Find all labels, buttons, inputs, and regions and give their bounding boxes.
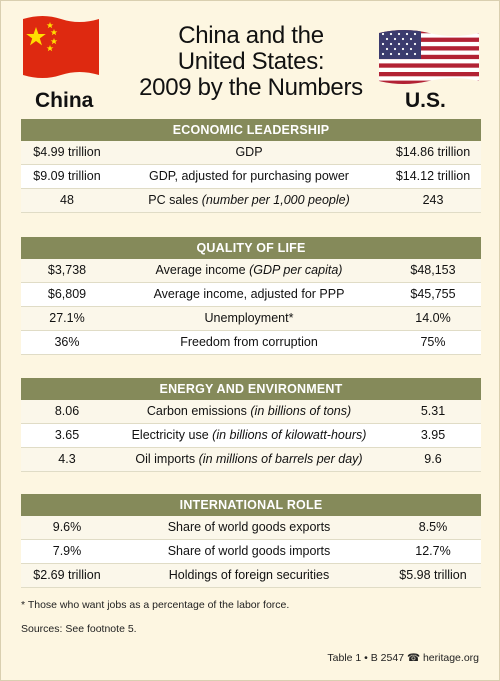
us-value: 8.5% [418,520,448,534]
section-header: ECONOMIC LEADERSHIP [21,119,481,141]
us-value: 14.0% [415,311,451,325]
metric-name: Unemployment* [204,311,294,325]
china-value: 9.6% [52,520,82,534]
us-value: $5.98 trillion [399,568,467,582]
china-value: 8.06 [54,404,80,418]
row-label: Electricity use (in billions of kilowatt… [113,424,385,447]
section-header: INTERNATIONAL ROLE [21,494,481,516]
china-value: 3.65 [54,428,80,442]
china-column-label: China [35,89,94,112]
table-row: 8.06 Carbon emissions (in billions of to… [21,400,481,424]
us-value: $48,153 [410,263,456,277]
china-value: 4.3 [58,452,76,466]
section-economic-leadership: ECONOMIC LEADERSHIP $4.99 trillion GDP $… [21,119,481,213]
table-row: 7.9% Share of world goods imports 12.7% [21,540,481,564]
metric-note: (in millions of barrels per day) [198,452,363,466]
row-label: Share of world goods exports [113,516,385,539]
us-value: 75% [420,335,446,349]
section-quality-of-life: QUALITY OF LIFE $3,738 Average income (G… [21,237,481,355]
china-value: $4.99 trillion [33,145,101,159]
metric-name: GDP [235,145,263,159]
row-label: Carbon emissions (in billions of tons) [113,400,385,423]
table-row: $9.09 trillion GDP, adjusted for purchas… [21,165,481,189]
metric-note: (GDP per capita) [249,263,343,277]
china-value: 27.1% [49,311,85,325]
title-line: 2009 by the Numbers [139,74,363,101]
metric-name: Holdings of foreign securities [168,568,330,582]
us-column-label: U.S. [405,89,446,112]
header: China and the United States: 2009 by the… [1,1,500,119]
title-line: United States: [177,48,325,75]
row-label: Unemployment* [113,307,385,330]
us-value: 12.7% [415,544,451,558]
section-energy-and-environment: ENERGY AND ENVIRONMENT 8.06 Carbon emiss… [21,378,481,472]
us-value: $14.86 trillion [395,145,471,159]
row-label: Freedom from corruption [113,331,385,354]
us-flag-icon [379,30,479,84]
us-value: 5.31 [420,404,446,418]
row-label: Average income, adjusted for PPP [113,283,385,306]
china-value: 36% [54,335,80,349]
metric-name: PC sales [148,193,199,207]
table-row: 3.65 Electricity use (in billions of kil… [21,424,481,448]
footnote: * Those who want jobs as a percentage of… [21,599,290,611]
table-credit: Table 1 • B 2547 ☎ heritage.org [327,652,479,664]
row-label: Average income (GDP per capita) [113,259,385,282]
china-value: 48 [60,193,74,207]
table-row: 9.6% Share of world goods exports 8.5% [21,516,481,540]
table-row: 27.1% Unemployment* 14.0% [21,307,481,331]
metric-note: (in billions of tons) [250,404,352,418]
us-value: 243 [422,193,444,207]
row-label: PC sales (number per 1,000 people) [113,189,385,212]
table-row: 36% Freedom from corruption 75% [21,331,481,355]
row-label: GDP [113,141,385,164]
us-value: $14.12 trillion [395,169,471,183]
section-international-role: INTERNATIONAL ROLE 9.6% Share of world g… [21,494,481,588]
row-label: Holdings of foreign securities [113,564,385,587]
sources-note: Sources: See footnote 5. [21,623,137,635]
table-row: 4.3 Oil imports (in millions of barrels … [21,448,481,472]
row-label: GDP, adjusted for purchasing power [113,165,385,188]
table-row: $2.69 trillion Holdings of foreign secur… [21,564,481,588]
table-row: $4.99 trillion GDP $14.86 trillion [21,141,481,165]
metric-name: Oil imports [135,452,196,466]
metric-name: Electricity use [131,428,209,442]
page-title: China and the United States: 2009 by the… [111,23,391,101]
china-value: $9.09 trillion [33,169,101,183]
metric-name: Freedom from corruption [180,335,318,349]
metric-name: Average income [155,263,246,277]
metric-name: Share of world goods imports [167,544,331,558]
row-label: Oil imports (in millions of barrels per … [113,448,385,471]
metric-name: Share of world goods exports [167,520,331,534]
us-value: 9.6 [424,452,442,466]
china-value: 7.9% [52,544,82,558]
table-row: 48 PC sales (number per 1,000 people) 24… [21,189,481,213]
table-row: $6,809 Average income, adjusted for PPP … [21,283,481,307]
china-value: $2.69 trillion [33,568,101,582]
section-header: ENERGY AND ENVIRONMENT [21,378,481,400]
metric-note: (number per 1,000 people) [201,193,350,207]
metric-name: Average income, adjusted for PPP [153,287,345,301]
china-value: $6,809 [47,287,87,301]
metric-name: Carbon emissions [146,404,247,418]
table-row: $3,738 Average income (GDP per capita) $… [21,259,481,283]
china-value: $3,738 [47,263,87,277]
us-value: $45,755 [410,287,456,301]
title-line: China and the [178,22,324,49]
china-flag-icon [23,16,99,78]
row-label: Share of world goods imports [113,540,385,563]
section-header: QUALITY OF LIFE [21,237,481,259]
us-value: 3.95 [420,428,446,442]
metric-name: GDP, adjusted for purchasing power [149,169,349,183]
metric-note: (in billions of kilowatt-hours) [212,428,367,442]
